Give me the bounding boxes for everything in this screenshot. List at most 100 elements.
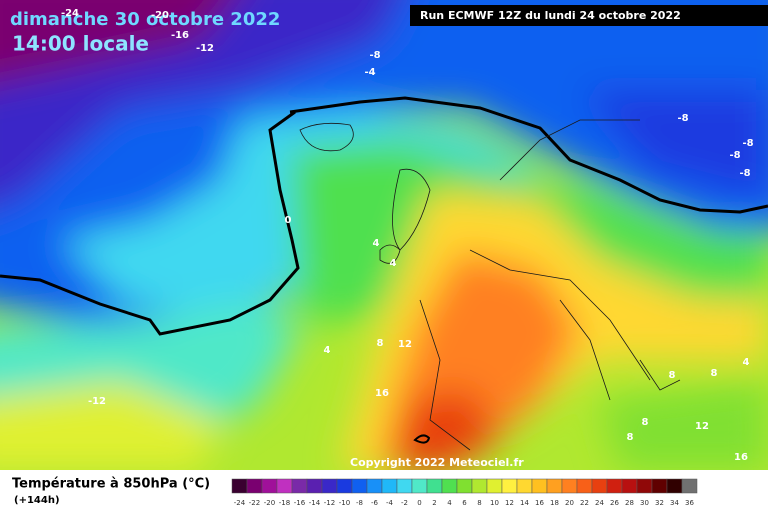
scale-label: 32 — [655, 499, 664, 507]
scale-label: 18 — [550, 499, 559, 507]
contour-label: -8 — [369, 50, 380, 61]
contour-label: -24 — [61, 8, 79, 19]
scale-label: 8 — [477, 499, 481, 507]
scale-swatch — [486, 478, 503, 494]
scale-label: -16 — [294, 499, 306, 507]
scale-label: -8 — [356, 499, 363, 507]
contour-label: 12 — [695, 421, 709, 432]
legend-title: Température à 850hPa (°C) — [12, 477, 210, 492]
scale-swatch — [636, 478, 653, 494]
scale-swatch — [456, 478, 473, 494]
scale-swatch — [546, 478, 563, 494]
scale-label: -20 — [264, 499, 275, 507]
scale-swatch — [351, 478, 368, 494]
coastlines — [299, 119, 681, 451]
scale-label: 24 — [595, 499, 604, 507]
scale-label: 22 — [580, 499, 589, 507]
contour-label: 4 — [390, 258, 397, 269]
scale-label: -4 — [386, 499, 394, 507]
scale-swatch — [666, 478, 683, 494]
scale-label: -22 — [249, 499, 260, 507]
scale-label: 6 — [462, 499, 467, 507]
scale-label: -18 — [279, 499, 290, 507]
temperature-field — [0, 0, 768, 470]
scale-swatch — [366, 478, 383, 494]
run-info: Run ECMWF 12Z du lundi 24 octobre 2022 — [420, 9, 681, 22]
contour-label: 8 — [377, 338, 384, 349]
scale-swatch — [501, 478, 518, 494]
scale-label: 12 — [505, 499, 514, 507]
contour-label: 4 — [324, 345, 331, 356]
contour-label: 4 — [743, 357, 750, 368]
contour-label: 16 — [375, 388, 389, 399]
scale-swatch — [516, 478, 533, 494]
scale-swatch — [231, 478, 248, 494]
contour-label: -16 — [171, 30, 189, 41]
scale-label: 26 — [610, 499, 619, 507]
scale-label: 16 — [535, 499, 544, 507]
scale-swatch — [306, 478, 323, 494]
scale-swatch — [621, 478, 638, 494]
scale-swatch — [411, 478, 428, 494]
scale-swatch — [276, 478, 293, 494]
contour-label: -12 — [196, 43, 214, 54]
scale-label: -6 — [371, 499, 379, 507]
contour-label: 12 — [398, 339, 412, 350]
contour-label: 8 — [642, 417, 649, 428]
scale-label: 20 — [565, 499, 574, 507]
contour-label: -8 — [739, 168, 750, 179]
scale-label: 28 — [625, 499, 634, 507]
scale-swatch — [426, 478, 443, 494]
scale-swatch — [651, 478, 668, 494]
scale-label: -24 — [234, 499, 246, 507]
isotherm — [413, 434, 431, 444]
scale-swatch — [381, 478, 398, 494]
contour-label: 8 — [669, 370, 676, 381]
map-title: dimanche 30 octobre 2022 — [10, 9, 280, 30]
scale-swatch — [576, 478, 593, 494]
scale-label: 10 — [490, 499, 499, 507]
contour-label: -8 — [677, 113, 688, 124]
scale-swatch — [606, 478, 623, 494]
scale-swatch — [591, 478, 608, 494]
contour-label: -12 — [88, 396, 106, 407]
scale-label: -14 — [309, 499, 321, 507]
zero-isotherm — [0, 96, 768, 336]
contour-label: 16 — [734, 452, 748, 463]
color-scale: -24 -22 -20 -18 -16 -14 -12 -10 -8 -6 -4 -2 0 2 4 6 8 10 1… — [231, 478, 698, 507]
scale-label: 0 — [417, 499, 421, 507]
contour-label: -8 — [742, 138, 753, 149]
scale-label: -10 — [339, 499, 350, 507]
scale-label: 34 — [670, 499, 679, 507]
contour-label: 4 — [373, 238, 380, 249]
scale-label: 30 — [640, 499, 649, 507]
scale-label: 4 — [447, 499, 452, 507]
contour-label: -4 — [364, 67, 375, 78]
contour-label: 8 — [627, 432, 634, 443]
scale-swatch — [681, 478, 698, 494]
scale-swatch — [471, 478, 488, 494]
scale-swatch — [321, 478, 338, 494]
scale-label: -2 — [401, 499, 408, 507]
scale-swatch — [441, 478, 458, 494]
contour-label: 8 — [711, 368, 718, 379]
scale-swatch — [261, 478, 278, 494]
scale-swatch — [336, 478, 353, 494]
copyright: Copyright 2022 Meteociel.fr — [350, 456, 524, 469]
scale-swatch — [561, 478, 578, 494]
map-subtitle: 14:00 locale — [12, 32, 149, 56]
legend-subtitle: (+144h) — [14, 495, 60, 506]
scale-swatch — [396, 478, 413, 494]
scale-label: 2 — [432, 499, 436, 507]
scale-label: -12 — [324, 499, 335, 507]
scale-label: 14 — [520, 499, 529, 507]
scale-swatch — [246, 478, 263, 494]
contour-label: -8 — [729, 150, 740, 161]
scale-label: 36 — [685, 499, 694, 507]
contour-label: 0 — [285, 215, 292, 226]
contour-label: -20 — [151, 10, 169, 21]
run-box — [410, 5, 768, 26]
scale-swatch — [531, 478, 548, 494]
